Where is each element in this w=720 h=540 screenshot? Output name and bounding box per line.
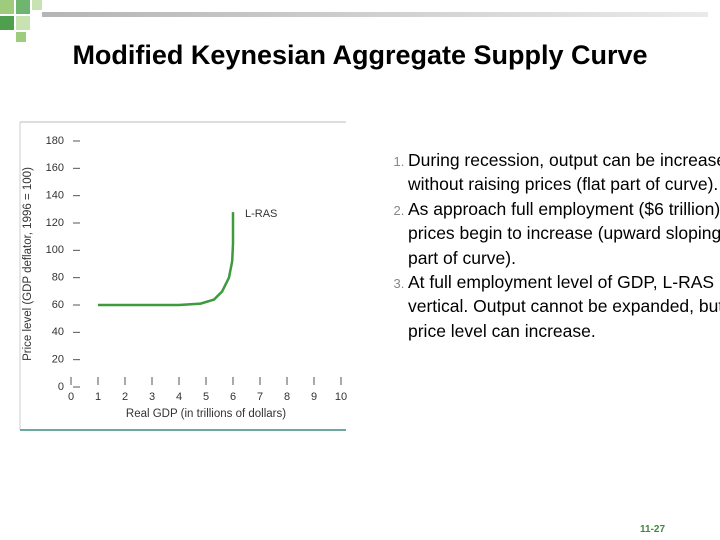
decor-square (32, 0, 42, 10)
x-tick-label: 3 (149, 391, 155, 403)
y-tick-label: 80 (52, 272, 64, 284)
line-series (98, 212, 235, 307)
x-tick-label: 0 (68, 391, 74, 403)
y-tick-label: 100 (46, 244, 64, 256)
series-label: L-RAS (245, 208, 277, 220)
x-tick-label: 2 (122, 391, 128, 403)
x-tick-label: 9 (311, 391, 317, 403)
bullet-list: During recession, output can be increase… (368, 148, 720, 343)
y-tick-label: 0 (58, 381, 64, 393)
page-number: 11-27 (640, 524, 666, 535)
x-tick-label: 1 (95, 391, 101, 403)
x-tick-label: 6 (230, 391, 236, 403)
decor-square (0, 16, 14, 30)
x-tick-label: 7 (257, 391, 263, 403)
list-item: As approach full employment ($6 trillion… (408, 197, 720, 270)
list-item: At full employment level of GDP, L-RAS i… (408, 270, 720, 343)
y-tick-label: 120 (46, 217, 64, 229)
y-tick-label: 40 (52, 326, 64, 338)
slide-title: Modified Keynesian Aggregate Supply Curv… (72, 40, 648, 70)
top-rule (42, 12, 708, 17)
y-tick-label: 180 (46, 135, 64, 147)
x-tick-label: 4 (176, 391, 182, 403)
decor-square (16, 0, 30, 14)
x-tick-label: 5 (203, 391, 209, 403)
decor-square (0, 0, 14, 14)
x-tick-label: 8 (284, 391, 290, 403)
y-tick-label: 160 (46, 162, 64, 174)
decor-square (16, 32, 26, 42)
y-axis-label: Price level (GDP deflator, 1996 = 100) (22, 167, 34, 361)
x-tick-label: 10 (335, 391, 347, 403)
decor-square (16, 16, 30, 30)
y-tick-label: 60 (52, 299, 64, 311)
y-tick-label: 20 (52, 354, 64, 366)
list-item: During recession, output can be increase… (408, 148, 720, 197)
x-axis-label: Real GDP (in trillions of dollars) (126, 408, 286, 420)
y-tick-label: 140 (46, 190, 64, 202)
